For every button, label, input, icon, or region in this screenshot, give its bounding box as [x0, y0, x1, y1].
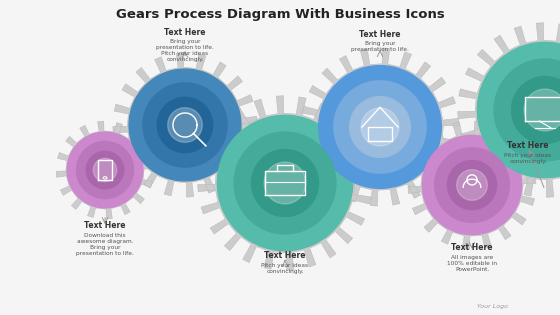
Polygon shape [422, 135, 521, 235]
Text: Pitch your ideas
convincingly.: Pitch your ideas convincingly. [505, 153, 552, 164]
Polygon shape [494, 59, 560, 161]
Text: Bring your
presentation to life.
Pitch your ideas
convincingly.: Bring your presentation to life. Pitch y… [156, 39, 214, 62]
Text: Text Here: Text Here [264, 251, 306, 260]
Text: All images are
100% editable in
PowerPoint.: All images are 100% editable in PowerPoi… [447, 255, 497, 272]
Polygon shape [77, 141, 133, 198]
Polygon shape [435, 148, 510, 222]
Polygon shape [447, 160, 497, 209]
Text: Text Here: Text Here [84, 221, 126, 230]
Polygon shape [456, 170, 487, 200]
Polygon shape [143, 83, 227, 167]
Polygon shape [67, 132, 143, 208]
Polygon shape [56, 121, 154, 219]
Polygon shape [408, 121, 536, 249]
Polygon shape [86, 151, 124, 189]
Polygon shape [198, 96, 372, 270]
Polygon shape [477, 42, 560, 178]
Polygon shape [167, 108, 202, 142]
Polygon shape [94, 158, 116, 182]
Text: Download this
awesome diagram.
Bring your
presentation to life.: Download this awesome diagram. Bring you… [76, 233, 134, 256]
Polygon shape [319, 66, 441, 188]
Polygon shape [511, 77, 560, 143]
Polygon shape [334, 81, 426, 173]
Polygon shape [251, 150, 319, 216]
Polygon shape [129, 69, 241, 181]
Polygon shape [458, 23, 560, 197]
Polygon shape [264, 162, 306, 204]
Text: Your Logo: Your Logo [477, 304, 508, 309]
Text: Text Here: Text Here [507, 141, 549, 150]
Polygon shape [113, 53, 257, 197]
Text: Text Here: Text Here [164, 28, 206, 37]
Text: Bring your
presentation to life.: Bring your presentation to life. [351, 41, 409, 52]
Polygon shape [301, 48, 459, 206]
Polygon shape [157, 97, 213, 153]
Text: Text Here: Text Here [451, 243, 493, 252]
Text: Text Here: Text Here [360, 30, 401, 39]
Polygon shape [349, 97, 410, 158]
Polygon shape [361, 108, 399, 146]
Text: Pitch your ideas
convincingly.: Pitch your ideas convincingly. [262, 263, 309, 274]
Polygon shape [524, 89, 560, 131]
Text: Gears Process Diagram With Business Icons: Gears Process Diagram With Business Icon… [115, 8, 445, 21]
Polygon shape [217, 115, 353, 251]
Polygon shape [234, 132, 336, 234]
